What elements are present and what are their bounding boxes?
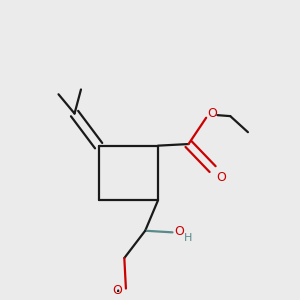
Text: O: O xyxy=(112,284,122,297)
Text: O: O xyxy=(175,225,184,238)
Text: O: O xyxy=(217,171,226,184)
Text: H: H xyxy=(183,233,192,243)
Text: O: O xyxy=(208,107,218,120)
